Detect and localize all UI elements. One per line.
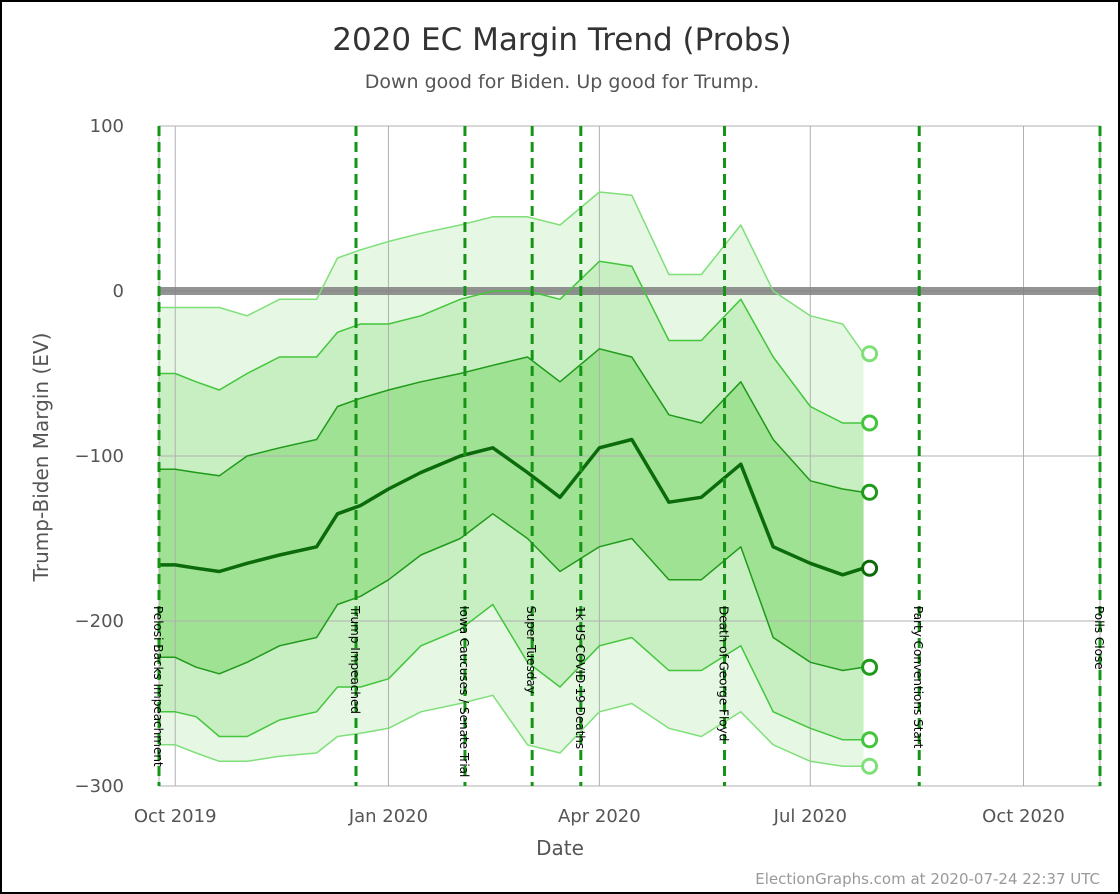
x-axis-title: Date <box>536 836 584 860</box>
event-label: Polls Close <box>1092 606 1106 670</box>
end-markers <box>861 345 879 775</box>
series-line-max <box>159 191 865 355</box>
x-axis: Oct 2019 Jan 2020 Apr 2020 Jul 2020 Oct 2020 <box>134 806 1065 827</box>
x-tick-label: Apr 2020 <box>558 806 641 827</box>
x-tick-label: Oct 2020 <box>982 806 1065 827</box>
y-axis: 100 0 −100 −200 −300 <box>75 116 124 797</box>
event-markers: Pelosi Backs Impeachment Trump Impeached I… <box>151 126 1106 786</box>
series-lines <box>159 191 865 767</box>
end-marker-max <box>861 345 879 363</box>
end-marker-minus1sigma <box>861 658 879 676</box>
series-line-minus2sigma <box>159 603 864 741</box>
event-label: Super Tuesday <box>524 606 538 694</box>
band-minus2sigma-to-min <box>159 604 864 767</box>
series-line-plus2sigma <box>159 260 864 424</box>
chart-title: 2020 EC Margin Trend (Probs) <box>332 22 791 58</box>
series-line-mean <box>159 437 865 577</box>
series-line-minus1sigma <box>159 513 864 675</box>
x-tick-label: Oct 2019 <box>134 806 217 827</box>
x-tick-label: Jul 2020 <box>773 806 847 827</box>
y-tick-label: 0 <box>113 281 124 302</box>
band-plus2-to-plus1sigma <box>159 261 864 493</box>
series-line-plus1sigma <box>159 348 864 494</box>
event-label: Death of George Floyd <box>717 606 731 741</box>
event-label: Iowa Caucuses / Senate Trial <box>457 606 471 777</box>
end-marker-min <box>861 757 879 775</box>
x-tick-label: Jan 2020 <box>348 806 428 827</box>
end-marker-minus2sigma <box>861 731 879 749</box>
chart-subtitle: Down good for Biden. Up good for Trump. <box>365 71 760 93</box>
event-label: Trump Impeached <box>348 605 362 714</box>
event-label: Pelosi Backs Impeachment <box>151 606 165 767</box>
y-axis-title: Trump-Biden Margin (EV) <box>29 333 53 583</box>
event-label: Party Conventions Start <box>911 606 925 749</box>
credit-text: ElectionGraphs.com at 2020-07-24 22:37 U… <box>755 870 1100 888</box>
series-line-min <box>159 694 864 767</box>
band-minus1-to-minus2sigma <box>159 513 864 740</box>
band-max-to-plus2sigma <box>159 192 864 423</box>
y-tick-label: −100 <box>75 446 124 467</box>
y-tick-label: −200 <box>75 611 124 632</box>
y-tick-label: 100 <box>90 116 124 137</box>
band-plus1sigma-to-mean <box>159 348 864 575</box>
event-label: 1k US COVID-19 Deaths <box>573 606 587 749</box>
end-marker-plus2sigma <box>861 414 879 432</box>
end-marker-mean <box>861 559 879 577</box>
end-marker-plus1sigma <box>861 483 879 501</box>
y-tick-label: −300 <box>75 776 124 797</box>
